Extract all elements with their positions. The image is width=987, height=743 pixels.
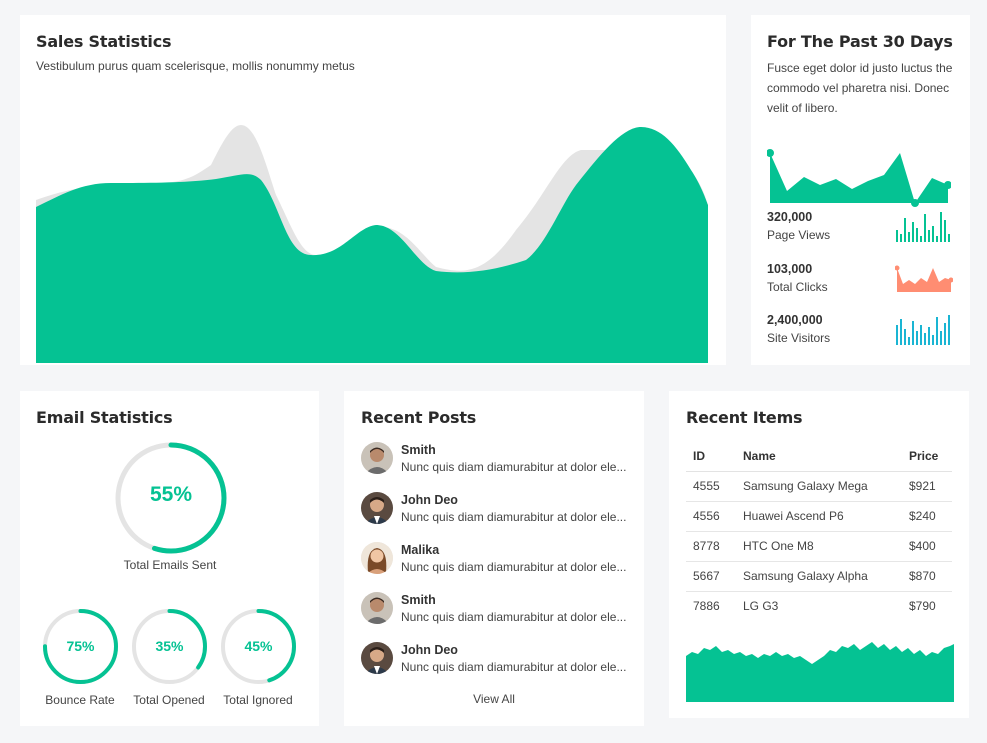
item-price: $921 bbox=[902, 471, 952, 502]
page-views-bar-sparkline bbox=[896, 212, 950, 242]
emails-sent-progress-ring: 55% bbox=[113, 440, 229, 556]
sales-area-chart bbox=[36, 125, 708, 363]
total-opened-label: Total Opened bbox=[133, 693, 205, 707]
emails-sent-percent: 55% bbox=[149, 483, 193, 506]
avatar bbox=[361, 642, 393, 674]
item-name: Samsung Galaxy Mega bbox=[736, 471, 902, 502]
post-item[interactable]: John Deo Nunc quis diam diamurabitur at … bbox=[361, 492, 631, 528]
post-author: Malika bbox=[401, 543, 440, 557]
item-price: $870 bbox=[902, 561, 952, 592]
total-opened-ring-graphic bbox=[132, 609, 207, 684]
column-header-price: Price bbox=[902, 441, 952, 472]
item-price: $240 bbox=[902, 501, 952, 532]
recent-items-area-chart bbox=[686, 642, 954, 702]
post-item[interactable]: Malika Nunc quis diam diamurabitur at do… bbox=[361, 542, 631, 578]
stat-total-clicks-label: Total Clicks bbox=[767, 280, 828, 294]
table-row[interactable]: 7886 LG G3 $790 bbox=[686, 591, 952, 621]
avatar bbox=[361, 492, 393, 524]
total-ignored-progress-ring: 45% bbox=[220, 608, 297, 685]
column-header-name: Name bbox=[736, 441, 902, 472]
post-author: Smith bbox=[401, 593, 436, 607]
stat-site-visitors-label: Site Visitors bbox=[767, 331, 831, 345]
post-excerpt: Nunc quis diam diamurabitur at dolor ele… bbox=[401, 660, 627, 674]
past-30-days-sparkline bbox=[767, 149, 951, 207]
table-row[interactable]: 4556 Huawei Ascend P6 $240 bbox=[686, 501, 952, 532]
item-name: LG G3 bbox=[743, 599, 779, 614]
item-id: 4555 bbox=[686, 471, 736, 502]
table-row[interactable]: 5667 Samsung Galaxy Alpha $870 bbox=[686, 561, 952, 592]
total-opened-percent: 35% bbox=[155, 638, 184, 654]
site-visitors-bar-sparkline bbox=[896, 315, 950, 345]
item-name: Samsung Galaxy Alpha bbox=[736, 561, 902, 592]
bounce-rate-ring-graphic bbox=[43, 609, 118, 684]
stat-site-visitors-value: 2,400,000 bbox=[767, 313, 823, 327]
item-name: HTC One M8 bbox=[736, 531, 902, 562]
item-id: 8778 bbox=[686, 531, 736, 562]
table-row[interactable]: 4555 Samsung Galaxy Mega $921 bbox=[686, 471, 952, 502]
item-id: 5667 bbox=[686, 561, 736, 592]
post-author: John Deo bbox=[401, 493, 458, 507]
avatar bbox=[361, 442, 393, 474]
emails-sent-ring-graphic bbox=[115, 442, 227, 554]
avatar bbox=[361, 592, 393, 624]
stat-site-visitors: 2,400,000 Site Visitors bbox=[767, 313, 957, 353]
total-ignored-percent: 45% bbox=[244, 638, 273, 654]
item-name: Huawei Ascend P6 bbox=[736, 501, 902, 532]
item-id: 4556 bbox=[686, 501, 736, 532]
recent-items-card: Recent Items ID Name Price 4555 Samsung … bbox=[669, 391, 969, 718]
item-price: $790 bbox=[909, 599, 936, 614]
recent-items-table: ID Name Price 4555 Samsung Galaxy Mega $… bbox=[686, 441, 952, 621]
table-header-row: ID Name Price bbox=[686, 441, 952, 472]
post-item[interactable]: Smith Nunc quis diam diamurabitur at dol… bbox=[361, 442, 631, 478]
bounce-rate-progress-ring: 75% bbox=[42, 608, 119, 685]
past-30-days-card: For The Past 30 Days Fusce eget dolor id… bbox=[751, 15, 970, 365]
total-ignored-ring-graphic bbox=[221, 609, 296, 684]
sales-statistics-title: Sales Statistics bbox=[36, 32, 172, 51]
emails-sent-label: Total Emails Sent bbox=[123, 558, 217, 572]
sales-statistics-subtitle: Vestibulum purus quam scelerisque, molli… bbox=[36, 59, 355, 73]
column-header-id: ID bbox=[686, 441, 736, 472]
view-all-link[interactable]: View All bbox=[473, 692, 515, 706]
post-excerpt: Nunc quis diam diamurabitur at dolor ele… bbox=[401, 560, 627, 574]
recent-posts-title: Recent Posts bbox=[361, 408, 477, 427]
avatar bbox=[361, 542, 393, 574]
item-id: 7886 bbox=[693, 599, 720, 614]
sales-statistics-card: Sales Statistics Vestibulum purus quam s… bbox=[20, 15, 726, 365]
post-excerpt: Nunc quis diam diamurabitur at dolor ele… bbox=[401, 610, 627, 624]
post-item[interactable]: Smith Nunc quis diam diamurabitur at dol… bbox=[361, 592, 631, 628]
post-author: Smith bbox=[401, 443, 436, 457]
total-clicks-sparkline bbox=[895, 265, 953, 292]
post-item[interactable]: John Deo Nunc quis diam diamurabitur at … bbox=[361, 642, 631, 678]
sales-area-series-green bbox=[36, 127, 708, 363]
post-excerpt: Nunc quis diam diamurabitur at dolor ele… bbox=[401, 460, 627, 474]
past-30-days-description: Fusce eget dolor id justo luctus the com… bbox=[767, 61, 953, 115]
post-excerpt: Nunc quis diam diamurabitur at dolor ele… bbox=[401, 510, 627, 524]
recent-posts-card: Recent Posts Smith Nunc quis diam diamur… bbox=[344, 391, 644, 726]
table-row[interactable]: 8778 HTC One M8 $400 bbox=[686, 531, 952, 562]
stat-total-clicks-value: 103,000 bbox=[767, 262, 813, 276]
email-statistics-title: Email Statistics bbox=[36, 408, 173, 427]
stat-page-views-label: Page Views bbox=[767, 228, 831, 242]
bounce-rate-label: Bounce Rate bbox=[45, 693, 115, 707]
item-price: $400 bbox=[902, 531, 952, 562]
stat-page-views-value: 320,000 bbox=[767, 210, 813, 224]
post-author: John Deo bbox=[401, 643, 458, 657]
past-30-days-title: For The Past 30 Days bbox=[767, 32, 953, 51]
stat-total-clicks: 103,000 Total Clicks bbox=[767, 262, 957, 302]
email-statistics-card: Email Statistics 55% Total Emails Sent 7… bbox=[20, 391, 319, 726]
total-ignored-label: Total Ignored bbox=[223, 693, 293, 707]
stat-page-views: 320,000 Page Views bbox=[767, 210, 957, 250]
recent-items-title: Recent Items bbox=[686, 408, 803, 427]
total-opened-progress-ring: 35% bbox=[131, 608, 208, 685]
bounce-rate-percent: 75% bbox=[66, 638, 95, 654]
